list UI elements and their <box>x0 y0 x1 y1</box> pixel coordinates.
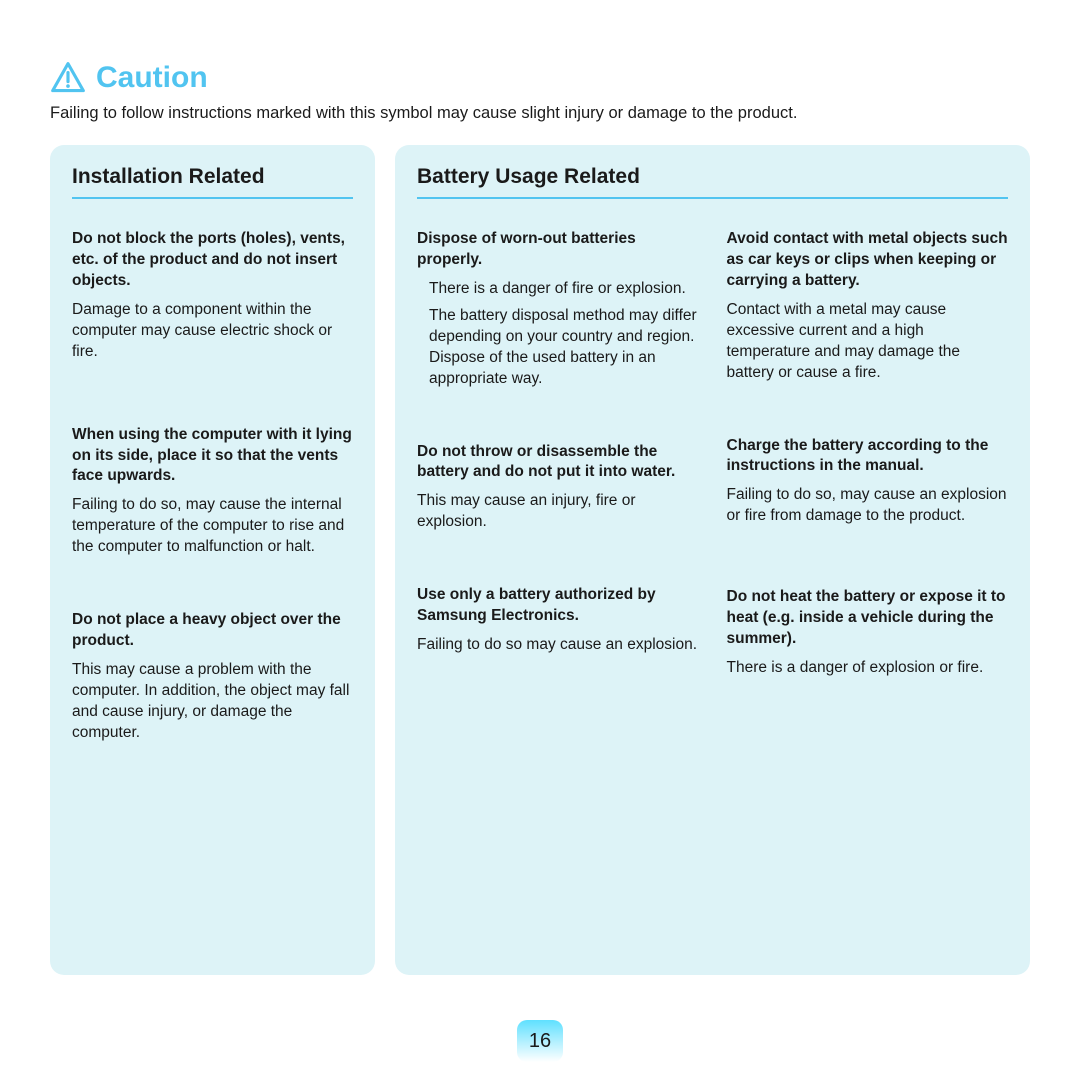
item-body: This may cause a problem with the comput… <box>72 660 353 744</box>
battery-title: Battery Usage Related <box>417 165 1008 199</box>
battery-item: Do not throw or disassemble the battery … <box>417 442 699 534</box>
item-head: Charge the battery according to the inst… <box>727 436 1009 478</box>
item-head: Do not throw or disassemble the battery … <box>417 442 699 484</box>
installation-item: When using the computer with it lying on… <box>72 425 353 559</box>
item-head: Dispose of worn-out batteries properly. <box>417 229 699 271</box>
installation-title: Installation Related <box>72 165 353 199</box>
panels-row: Installation Related Do not block the po… <box>50 145 1030 975</box>
battery-item: Charge the battery according to the inst… <box>727 436 1009 528</box>
item-head: When using the computer with it lying on… <box>72 425 353 488</box>
caution-subtitle: Failing to follow instructions marked wi… <box>50 102 1030 125</box>
battery-col-1: Dispose of worn-out batteries properly. … <box>417 229 699 711</box>
page-number: 16 <box>529 1030 551 1053</box>
item-body: Failing to do so may cause an explosion. <box>417 635 699 656</box>
caution-title: Caution <box>96 61 208 95</box>
battery-item: Do not heat the battery or expose it to … <box>727 587 1009 679</box>
page-number-badge: 16 <box>517 1020 563 1062</box>
item-body: Failing to do so, may cause the internal… <box>72 495 353 558</box>
item-body: This may cause an injury, fire or explos… <box>417 491 699 533</box>
battery-item: Use only a battery authorized by Samsung… <box>417 585 699 656</box>
item-body: Failing to do so, may cause an explosion… <box>727 485 1009 527</box>
battery-item: Avoid contact with metal objects such as… <box>727 229 1009 383</box>
installation-item: Do not place a heavy object over the pro… <box>72 610 353 744</box>
installation-item: Do not block the ports (holes), vents, e… <box>72 229 353 363</box>
item-body: Contact with a metal may cause excessive… <box>727 300 1009 384</box>
battery-panel: Battery Usage Related Dispose of worn-ou… <box>395 145 1030 975</box>
battery-item: Dispose of worn-out batteries properly. … <box>417 229 699 389</box>
item-head: Use only a battery authorized by Samsung… <box>417 585 699 627</box>
item-head: Do not heat the battery or expose it to … <box>727 587 1009 650</box>
item-head: Do not block the ports (holes), vents, e… <box>72 229 353 292</box>
caution-header: Caution <box>50 60 1030 96</box>
installation-panel: Installation Related Do not block the po… <box>50 145 375 975</box>
warning-icon <box>50 60 86 96</box>
item-head: Avoid contact with metal objects such as… <box>727 229 1009 292</box>
item-body: There is a danger of fire or explosion. … <box>417 279 699 390</box>
battery-col-2: Avoid contact with metal objects such as… <box>727 229 1009 711</box>
item-body: There is a danger of explosion or fire. <box>727 658 1009 679</box>
item-head: Do not place a heavy object over the pro… <box>72 610 353 652</box>
item-body: Damage to a component within the compute… <box>72 300 353 363</box>
